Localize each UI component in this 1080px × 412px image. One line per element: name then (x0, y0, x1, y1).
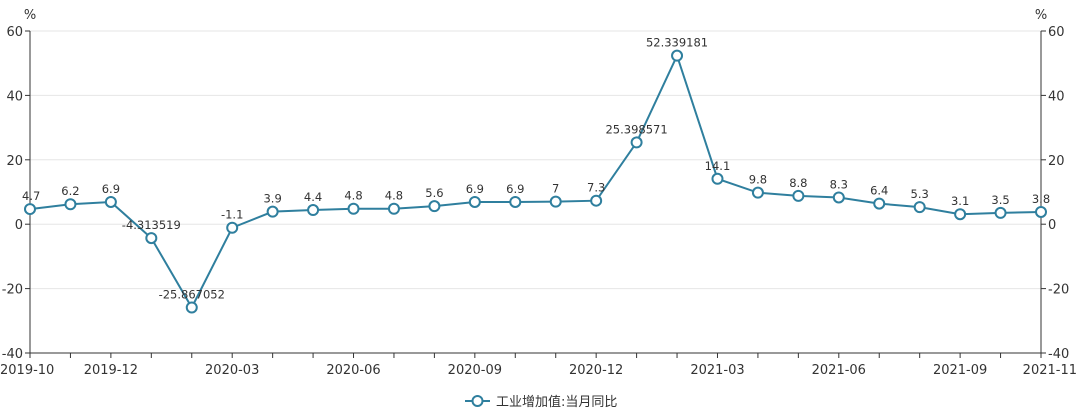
series-line-layer (29, 52, 1042, 310)
data-label: 52.339181 (646, 36, 708, 50)
data-point[interactable] (549, 195, 562, 208)
data-label: 3.1 (951, 194, 969, 208)
data-point[interactable] (873, 197, 886, 210)
y-tick-label-left: -40 (2, 347, 23, 362)
data-label: 25.398571 (605, 122, 667, 136)
y-tick-label-left: -20 (2, 283, 23, 298)
data-point[interactable] (792, 189, 805, 202)
x-tick-label: 2019-10 (0, 363, 54, 378)
data-point[interactable] (590, 194, 603, 207)
y-tick-label-left: 40 (6, 89, 23, 104)
data-labels: 4.7 6.2 6.9 -4.313519 -25.867052 -1.1 3.9 4.4 4.… (22, 36, 1050, 302)
x-tick-label: 2020-03 (205, 363, 259, 378)
data-point[interactable] (954, 208, 967, 221)
legend[interactable]: 工业增加值:当月同比 (465, 394, 617, 410)
y-tick-label-left: 60 (6, 25, 23, 40)
data-point[interactable] (266, 205, 279, 218)
data-label: 9.8 (749, 173, 767, 187)
data-point[interactable] (671, 49, 684, 62)
data-label: 4.7 (22, 189, 40, 203)
x-tick-label: 2020-06 (326, 363, 380, 378)
y-tick-label-right: 60 (1048, 25, 1065, 40)
axes: -40 -40 -20 -20 0 0 20 20 40 40 60 60% % 2019-10 2019-… (0, 8, 1077, 378)
data-point[interactable] (711, 172, 724, 185)
data-label: -1.1 (221, 208, 243, 222)
data-label: 4.4 (304, 190, 322, 204)
x-tick-label: 2021-11 (1023, 363, 1077, 378)
data-point[interactable] (307, 204, 320, 217)
y-tick-label-left: 0 (15, 218, 23, 233)
data-point[interactable] (64, 198, 77, 211)
data-label: 3.8 (1032, 192, 1050, 206)
data-label: 8.8 (789, 176, 807, 190)
x-tick-label: 2020-12 (569, 363, 623, 378)
data-label: 8.3 (830, 177, 848, 191)
series-line (29, 52, 1042, 310)
data-point[interactable] (509, 195, 522, 208)
data-label: -4.313519 (122, 218, 181, 232)
y-tick-label-left: 20 (6, 154, 23, 169)
data-point[interactable] (832, 191, 845, 204)
data-label: 6.9 (102, 182, 120, 196)
data-label: 6.9 (466, 182, 484, 196)
legend-label[interactable]: 工业增加值:当月同比 (496, 394, 617, 410)
data-label: 6.4 (870, 184, 888, 198)
data-label: 6.9 (506, 182, 524, 196)
y-unit-left: % (24, 8, 36, 23)
data-point[interactable] (751, 186, 764, 199)
data-label: 6.2 (61, 184, 79, 198)
x-tick-label: 2021-03 (690, 363, 744, 378)
data-point[interactable] (104, 195, 117, 208)
data-label: 5.3 (911, 187, 929, 201)
data-point[interactable] (185, 301, 198, 314)
data-point[interactable] (347, 202, 360, 215)
data-point[interactable] (913, 201, 926, 214)
y-tick-label-right: -40 (1048, 347, 1069, 362)
data-label: 5.6 (425, 186, 443, 200)
grid-lines (30, 30, 1041, 290)
y-tick-label-right: 40 (1048, 89, 1065, 104)
data-point[interactable] (387, 202, 400, 215)
data-point[interactable] (226, 221, 239, 234)
data-points (24, 49, 1047, 314)
data-label: 7.3 (587, 181, 605, 195)
data-label: -25.867052 (159, 287, 225, 301)
data-label: 14.1 (705, 159, 731, 173)
x-tick-label: 2021-06 (812, 363, 866, 378)
data-point[interactable] (428, 200, 441, 213)
x-tick-label: 2020-09 (448, 363, 502, 378)
data-point[interactable] (145, 232, 158, 245)
data-point[interactable] (468, 195, 481, 208)
data-point[interactable] (630, 136, 643, 149)
data-point[interactable] (1035, 205, 1047, 218)
data-label: 3.9 (263, 192, 281, 206)
data-label: 7 (552, 182, 559, 196)
y-tick-label-right: -20 (1048, 283, 1069, 298)
x-tick-label: 2019-12 (84, 363, 138, 378)
legend-marker[interactable] (471, 395, 484, 407)
y-tick-label-right: 20 (1048, 154, 1065, 169)
y-unit-right: % (1035, 8, 1047, 23)
x-tick-label: 2021-09 (933, 363, 987, 378)
data-label: 4.8 (344, 189, 362, 203)
data-label: 4.8 (385, 189, 403, 203)
data-point[interactable] (994, 206, 1007, 219)
data-point[interactable] (24, 203, 36, 216)
y-tick-label-right: 0 (1048, 218, 1056, 233)
data-label: 3.5 (991, 193, 1009, 207)
